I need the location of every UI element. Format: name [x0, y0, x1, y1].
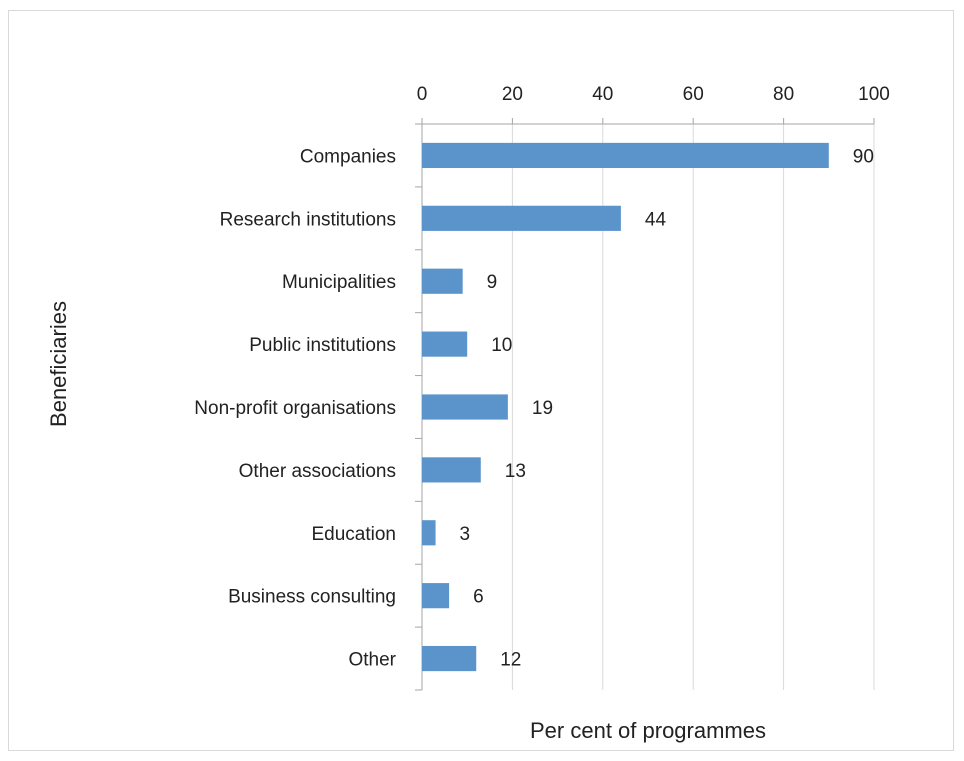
data-label: 12 [500, 650, 521, 671]
category-label: Research institutions [220, 209, 396, 230]
bar-non-profit-organisations [422, 394, 508, 420]
x-tick-label-0: 0 [417, 84, 428, 105]
bar-public-institutions [422, 331, 468, 357]
bars [422, 142, 829, 672]
category-label: Education [311, 524, 396, 545]
category-label: Public institutions [249, 335, 396, 356]
data-label: 90 [853, 146, 874, 167]
data-label: 13 [505, 461, 526, 482]
x-tick-label-80: 80 [773, 84, 794, 105]
x-tick-label-20: 20 [502, 84, 523, 105]
y-axis-title: Beneficiaries [46, 301, 71, 427]
chart-frame [8, 10, 954, 751]
bar-other [422, 645, 477, 672]
data-label: 9 [487, 272, 498, 293]
bar-companies [422, 142, 829, 169]
category-label: Companies [300, 146, 396, 167]
data-label: 6 [473, 587, 484, 608]
bar-education [422, 520, 436, 546]
data-label: 44 [645, 209, 667, 230]
bar-other-associations [422, 457, 481, 483]
x-tick-label-40: 40 [592, 84, 613, 105]
x-tick-label-60: 60 [683, 84, 704, 105]
data-label: 3 [460, 524, 471, 545]
category-label: Non-profit organisations [194, 398, 396, 419]
category-label: Other [348, 650, 396, 671]
bar-business-consulting [422, 583, 450, 609]
bar-research-institutions [422, 205, 621, 231]
labels: 0 20 40 60 80 100 Companies 90 Research institut… [194, 84, 890, 671]
category-label: Municipalities [282, 272, 396, 293]
category-label: Business consulting [228, 587, 396, 608]
bar-municipalities [422, 268, 463, 294]
category-label: Other associations [239, 461, 396, 482]
data-label: 10 [491, 335, 512, 356]
x-axis-title: Per cent of programmes [530, 718, 766, 743]
x-tick-label-100: 100 [858, 84, 890, 105]
data-label: 19 [532, 398, 553, 419]
